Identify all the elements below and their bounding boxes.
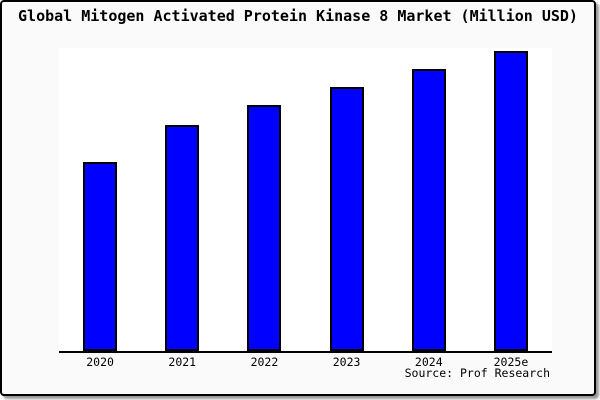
bar-2024 [411, 69, 446, 351]
bar-slot [59, 48, 141, 351]
source-text: Source: Prof Research [404, 366, 550, 380]
x-tick-label-2022: 2022 [250, 355, 279, 369]
bar-slot [306, 48, 388, 351]
bar-2025e [493, 51, 528, 351]
plot-area [59, 48, 552, 353]
bar-slot [141, 48, 223, 351]
bar-2022 [247, 105, 282, 351]
bar-2020 [83, 162, 118, 351]
x-tick-label-2020: 2020 [86, 355, 114, 369]
bar-slot [223, 48, 305, 351]
x-tick-label-2021: 2021 [168, 355, 197, 369]
bar-2023 [329, 87, 364, 351]
x-tick-label-2025e: 2025e [493, 355, 529, 369]
x-tick-label-2023: 2023 [332, 355, 361, 369]
x-axis-labels: 2020 2021 2022 2023 2024 2025e [59, 355, 552, 369]
bar-2021 [165, 125, 200, 351]
bar-slot [470, 48, 552, 351]
bar-slot [388, 48, 470, 351]
x-tick-label-2024: 2024 [414, 355, 443, 369]
chart-title: Global Mitogen Activated Protein Kinase … [18, 7, 578, 25]
